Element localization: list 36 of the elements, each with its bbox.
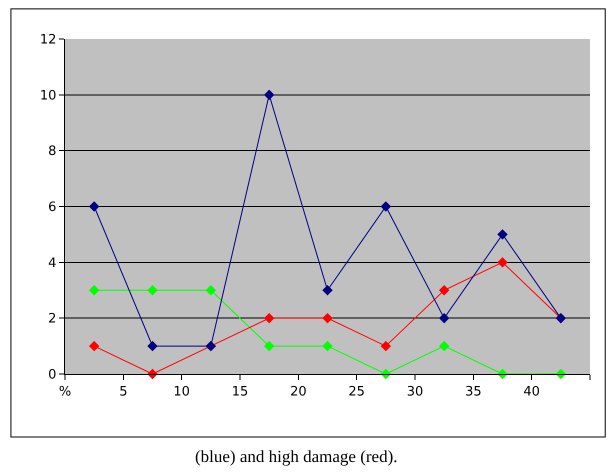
x-tick-label: 20: [290, 384, 307, 400]
point: [322, 340, 333, 352]
y-tick-label: 6: [48, 200, 56, 216]
y-tick-label: 12: [40, 32, 56, 48]
x-tick-label: 15: [232, 384, 248, 400]
point: [206, 285, 216, 296]
point: [380, 201, 392, 212]
point: [264, 340, 274, 352]
point: [322, 285, 333, 296]
x-tick-label: %: [58, 384, 72, 400]
text: (blue) and high damage (red).: [195, 447, 398, 466]
y-tick-label: 10: [40, 88, 56, 104]
y-tick-label: 0: [48, 368, 56, 383]
x-tick-label: 35: [465, 384, 482, 400]
point: [147, 285, 158, 296]
x-tick-label: 10: [173, 384, 190, 400]
point: [147, 340, 158, 352]
x-tick-label: 30: [406, 384, 424, 400]
point: [264, 312, 274, 324]
point: [380, 340, 392, 352]
y-tick-label: 2: [48, 312, 56, 327]
y-tick-label: 4: [48, 256, 56, 271]
point: [438, 312, 450, 324]
point: [88, 285, 100, 296]
point: [438, 285, 450, 296]
point: [322, 312, 333, 324]
y-tick-label: 8: [48, 144, 56, 160]
point: [497, 229, 508, 240]
x-tick-label: 5: [119, 384, 128, 400]
point: [88, 340, 100, 352]
point: [88, 201, 100, 212]
point: [438, 340, 450, 352]
point: [497, 257, 508, 268]
x-tick-label: 25: [348, 384, 365, 400]
point: [264, 90, 274, 100]
x-tick-label: 40: [523, 384, 540, 400]
